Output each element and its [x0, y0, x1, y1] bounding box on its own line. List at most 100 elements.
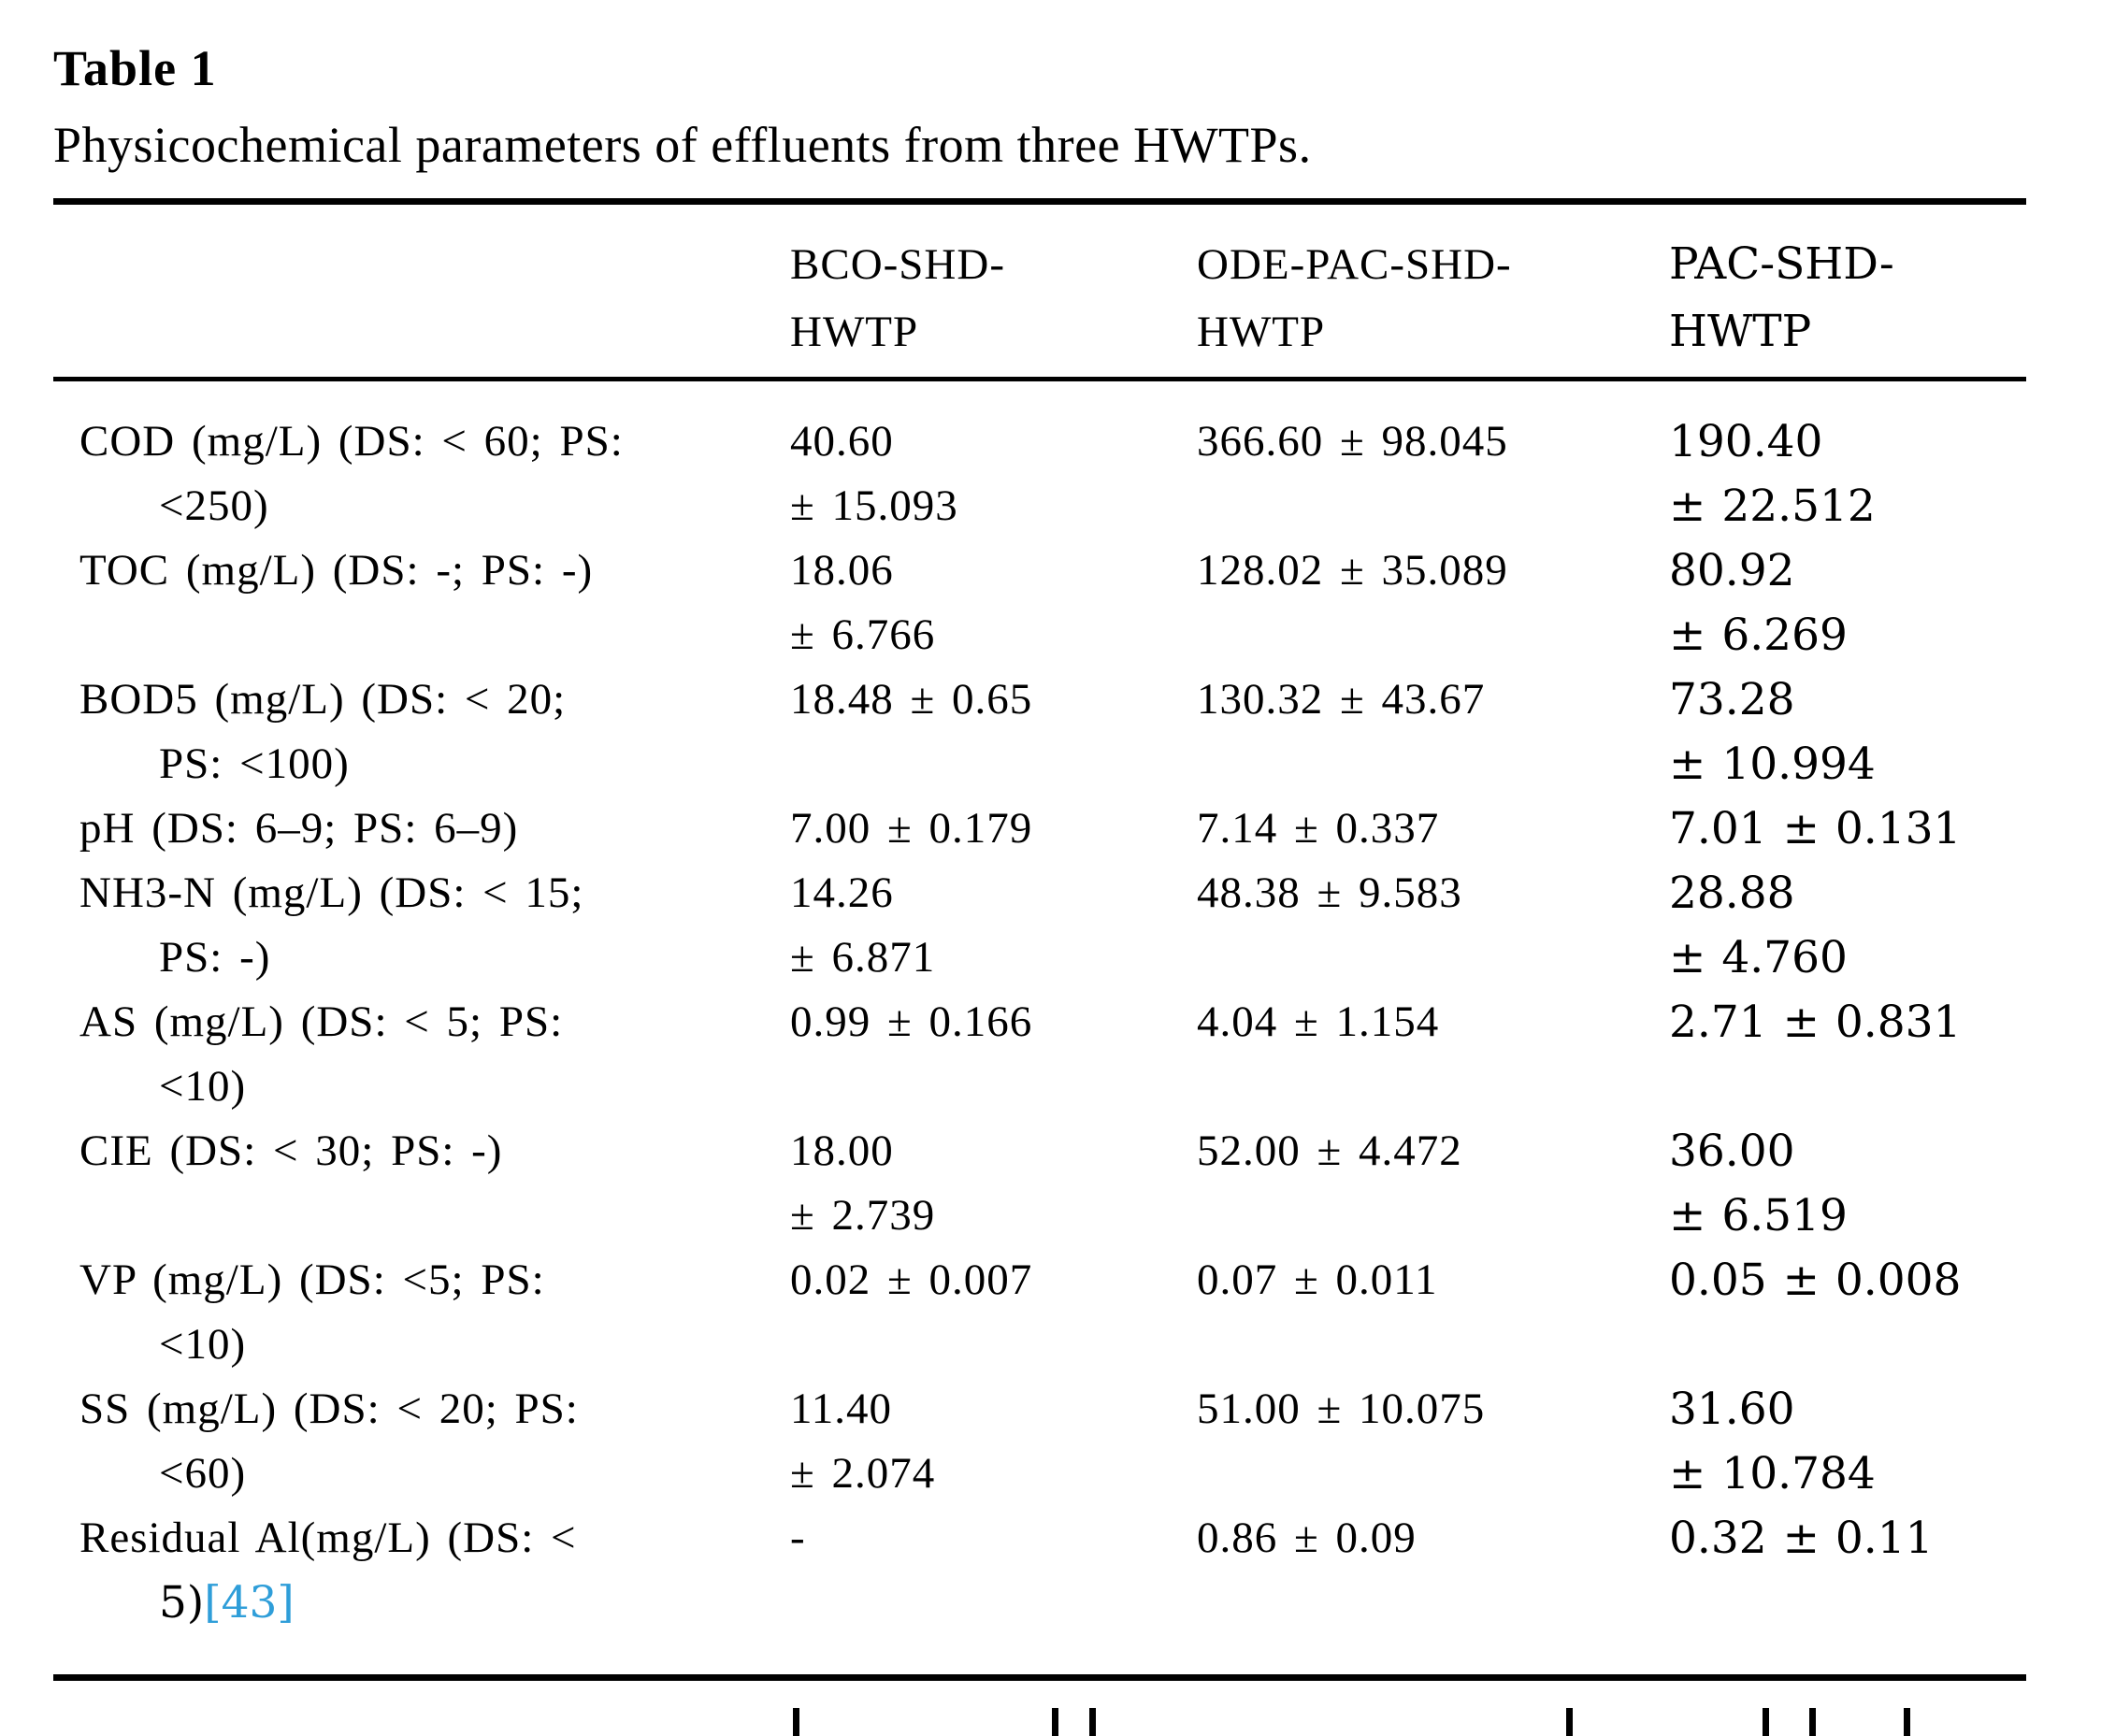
cell-line: 190.40 — [1669, 416, 1823, 467]
cell-line: ± 15.093 — [790, 481, 958, 530]
cell-line: 128.02 ± 35.089 — [1197, 546, 1508, 595]
cell-line: 0.86 ± 0.09 — [1197, 1514, 1417, 1562]
value-cell: 14.26 ± 6.871 — [790, 861, 1197, 990]
header-line: PAC-SHD- — [1669, 238, 1894, 290]
cell-line: TOC (mg/L) (DS: -; PS: -) — [79, 546, 594, 595]
table-row: CIE (DS: < 30; PS: -) 18.00 ± 2.739 52.00 ±… — [53, 1119, 2026, 1248]
cell-line: ± 10.784 — [1669, 1448, 1876, 1499]
cell-line: - — [790, 1514, 806, 1562]
value-cell: 40.60 ± 15.093 — [790, 409, 1197, 538]
cell-line: 2.71 ± 0.831 — [1669, 997, 1962, 1048]
cell-line: 0.07 ± 0.011 — [1197, 1255, 1438, 1304]
parameter-cell: TOC (mg/L) (DS: -; PS: -) — [53, 538, 790, 667]
value-cell: 11.40 ± 2.074 — [790, 1377, 1197, 1506]
header-line: ODE-PAC-SHD- — [1197, 240, 1512, 289]
letter-fragment — [1052, 1708, 1058, 1736]
value-cell: 18.00 ± 2.739 — [790, 1119, 1197, 1248]
parameter-cell: SS (mg/L) (DS: < 20; PS: <60) — [53, 1377, 790, 1506]
cell-line: BOD5 (mg/L) (DS: < 20; — [79, 675, 567, 724]
value-cell: 52.00 ± 4.472 — [1197, 1119, 1669, 1248]
table-top-rule — [53, 198, 2026, 205]
table-bottom-rule — [53, 1674, 2026, 1681]
cell-line: ± 6.519 — [1669, 1190, 1848, 1241]
table-row: NH3-N (mg/L) (DS: < 15; PS: -) 14.26 ± 6.87… — [53, 861, 2026, 990]
cell-line: NH3-N (mg/L) (DS: < 15; — [79, 868, 584, 917]
value-cell: 7.01 ± 0.131 — [1669, 796, 2026, 861]
cell-line: PS: <100) — [159, 739, 350, 788]
cell-text: 5) — [159, 1577, 205, 1628]
table-row: COD (mg/L) (DS: < 60; PS: <250) 40.60 ± 15.… — [53, 409, 2026, 538]
value-cell: 48.38 ± 9.583 — [1197, 861, 1669, 990]
cell-line: Residual Al(mg/L) (DS: < — [79, 1514, 577, 1562]
cell-line: 52.00 ± 4.472 — [1197, 1126, 1462, 1175]
table-body: COD (mg/L) (DS: < 60; PS: <250) 40.60 ± 15.… — [53, 381, 2026, 1674]
cell-line: 31.60 — [1669, 1384, 1795, 1435]
table-row: AS (mg/L) (DS: < 5; PS: <10) 0.99 ± 0.166 4… — [53, 990, 2026, 1119]
cell-line: 7.14 ± 0.337 — [1197, 804, 1440, 853]
value-cell: 31.60 ± 10.784 — [1669, 1377, 2026, 1506]
value-cell: 51.00 ± 10.075 — [1197, 1377, 1669, 1506]
cell-line: 40.60 — [790, 417, 894, 466]
cell-line: ± 6.871 — [790, 933, 936, 982]
cell-line: 5)[43] — [79, 1571, 790, 1635]
cell-line: ± 2.074 — [790, 1449, 936, 1498]
cell-line: 0.99 ± 0.166 — [790, 997, 1033, 1046]
cell-line: AS (mg/L) (DS: < 5; PS: — [79, 997, 564, 1046]
parameter-cell: BOD5 (mg/L) (DS: < 20; PS: <100) — [53, 667, 790, 796]
cell-line: 0.05 ± 0.008 — [1669, 1255, 1962, 1306]
table-title: Table 1 — [53, 40, 217, 96]
cell-line: 28.88 — [1669, 868, 1795, 919]
cell-line: 7.01 ± 0.131 — [1669, 803, 1962, 854]
value-cell: 0.32 ± 0.11 — [1669, 1506, 2026, 1635]
header-line: HWTP — [790, 308, 919, 356]
letter-fragment — [1089, 1708, 1096, 1736]
value-cell: 0.86 ± 0.09 — [1197, 1506, 1669, 1635]
cell-line: 14.26 — [790, 868, 894, 917]
parameter-cell: COD (mg/L) (DS: < 60; PS: <250) — [53, 409, 790, 538]
header-cell-pac-shd-hwtp: PAC-SHD- HWTP — [1669, 231, 2026, 366]
cell-line: 11.40 — [790, 1384, 893, 1433]
table-caption: Physicochemical parameters of effluents … — [53, 117, 1312, 173]
cell-line: 18.06 — [790, 546, 894, 595]
cell-line: SS (mg/L) (DS: < 20; PS: — [79, 1384, 579, 1433]
cell-line: 73.28 — [1669, 674, 1795, 725]
cell-line: 0.02 ± 0.007 — [790, 1255, 1033, 1304]
cell-line: 36.00 — [1669, 1126, 1795, 1177]
value-cell: 28.88 ± 4.760 — [1669, 861, 2026, 990]
header-cell-parameter — [53, 231, 790, 366]
cell-line: pH (DS: 6–9; PS: 6–9) — [79, 804, 519, 853]
value-cell: 18.06 ± 6.766 — [790, 538, 1197, 667]
cell-line: VP (mg/L) (DS: <5; PS: — [79, 1255, 545, 1304]
cell-line: <60) — [159, 1449, 247, 1498]
letter-fragment — [1904, 1708, 1910, 1736]
cell-line: 130.32 ± 43.67 — [1197, 675, 1486, 724]
citation-link[interactable]: [43] — [204, 1577, 295, 1628]
cell-line: ± 4.760 — [1669, 932, 1848, 983]
cell-line: 0.32 ± 0.11 — [1669, 1513, 1934, 1564]
letter-fragment — [1763, 1708, 1769, 1736]
header-line: BCO-SHD- — [790, 240, 1005, 289]
value-cell: 2.71 ± 0.831 — [1669, 990, 2026, 1119]
parameter-cell: pH (DS: 6–9; PS: 6–9) — [53, 796, 790, 861]
value-cell: - — [790, 1506, 1197, 1635]
value-cell: 7.00 ± 0.179 — [790, 796, 1197, 861]
table-row: pH (DS: 6–9; PS: 6–9) 7.00 ± 0.179 7.14 ± … — [53, 796, 2026, 861]
cell-line: 18.00 — [790, 1126, 894, 1175]
header-line: HWTP — [1197, 308, 1326, 356]
cell-line: 18.48 ± 0.65 — [790, 675, 1033, 724]
value-cell: 366.60 ± 98.045 — [1197, 409, 1669, 538]
parameter-cell: NH3-N (mg/L) (DS: < 15; PS: -) — [53, 861, 790, 990]
cell-line: CIE (DS: < 30; PS: -) — [79, 1126, 503, 1175]
value-cell: 36.00 ± 6.519 — [1669, 1119, 2026, 1248]
parameter-cell: VP (mg/L) (DS: <5; PS: <10) — [53, 1248, 790, 1377]
value-cell: 73.28 ± 10.994 — [1669, 667, 2026, 796]
cell-line: 4.04 ± 1.154 — [1197, 997, 1440, 1046]
table-row: SS (mg/L) (DS: < 20; PS: <60) 11.40 ± 2.074… — [53, 1377, 2026, 1506]
table-row: BOD5 (mg/L) (DS: < 20; PS: <100) 18.48 ± 0… — [53, 667, 2026, 796]
cell-line: <10) — [159, 1320, 247, 1369]
cell-line: ± 2.739 — [790, 1191, 936, 1240]
letter-fragment — [793, 1708, 799, 1736]
value-cell: 0.99 ± 0.166 — [790, 990, 1197, 1119]
cell-line: 7.00 ± 0.179 — [790, 804, 1033, 853]
